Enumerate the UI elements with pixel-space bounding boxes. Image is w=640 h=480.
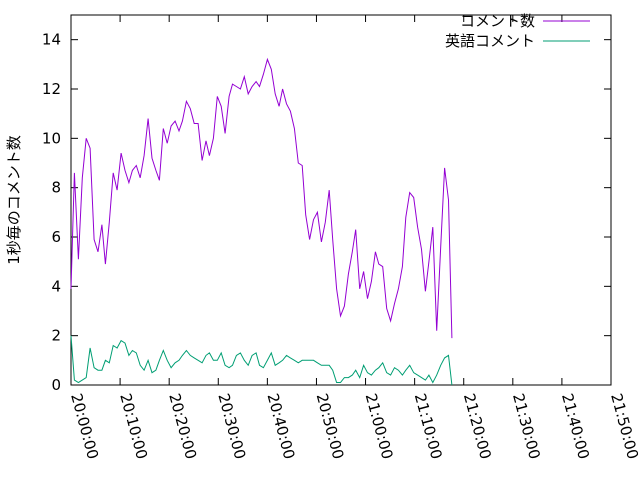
- plot-frame: [70, 14, 612, 386]
- x-tick-label: 20:50:00: [313, 391, 348, 461]
- x-axis-ticks: 20:00:00 20:10:00 20:20:00 20:30:00 20:40:00…: [67, 15, 640, 461]
- legend: コメント数 英語コメント: [445, 12, 590, 50]
- x-tick-label: 21:40:00: [558, 391, 593, 461]
- y-axis-ticks: 0 2 4 6 8 10 12 14: [42, 31, 611, 394]
- series-layer: [70, 57, 453, 386]
- y-tick-label: 8: [51, 179, 61, 197]
- x-tick-label: 21:30:00: [509, 391, 544, 461]
- x-tick-label: 21:50:00: [607, 391, 640, 461]
- x-tick-label: 20:30:00: [214, 391, 249, 461]
- x-tick-label: 21:00:00: [362, 391, 397, 461]
- y-tick-label: 10: [42, 129, 61, 147]
- y-tick-label: 6: [51, 228, 61, 246]
- y-tick-label: 14: [42, 31, 61, 49]
- legend-label-english-comments: 英語コメント: [445, 32, 535, 50]
- x-tick-label: 20:00:00: [67, 391, 102, 461]
- x-tick-label: 20:20:00: [165, 391, 200, 461]
- y-axis-label: 1秒毎のコメント数: [5, 135, 23, 265]
- x-tick-label: 20:40:00: [263, 391, 298, 461]
- y-tick-label: 0: [51, 376, 61, 394]
- y-tick-label: 2: [51, 327, 61, 345]
- x-tick-label: 21:20:00: [460, 391, 495, 461]
- series-line-english-comments: [70, 335, 453, 386]
- series-line-comments: [70, 57, 453, 339]
- x-tick-label: 21:10:00: [411, 391, 446, 461]
- x-tick-label: 20:10:00: [116, 391, 151, 461]
- y-tick-label: 12: [42, 80, 61, 98]
- y-tick-label: 4: [51, 277, 61, 295]
- legend-label-comments: コメント数: [460, 12, 535, 30]
